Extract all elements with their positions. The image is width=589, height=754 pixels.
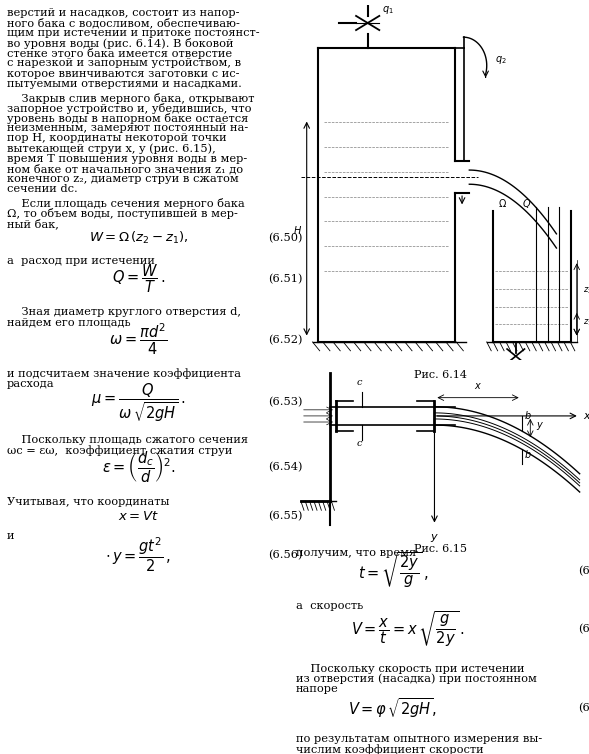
Text: $\Omega$: $\Omega$ xyxy=(498,198,507,210)
Text: верстий и насадков, состоит из напор-: верстий и насадков, состоит из напор- xyxy=(7,8,240,17)
Text: (6.56): (6.56) xyxy=(268,550,303,560)
Text: $\varphi = \dfrac{x}{2\,\sqrt{Hy}}$: $\varphi = \dfrac{x}{2\,\sqrt{Hy}}$ xyxy=(355,752,431,754)
Text: Поскольку площадь сжатого сечения: Поскольку площадь сжатого сечения xyxy=(7,435,248,445)
Text: $x$: $x$ xyxy=(474,381,482,391)
Text: которое ввинчиваются заготовки с ис-: которое ввинчиваются заготовки с ис- xyxy=(7,69,240,78)
Text: $y$: $y$ xyxy=(430,532,439,544)
Text: $q_1$: $q_1$ xyxy=(382,5,394,17)
Text: (6.58): (6.58) xyxy=(578,624,589,635)
Text: щим при истечении и притоке постоянст-: щим при истечении и притоке постоянст- xyxy=(7,28,260,38)
Text: Поскольку скорость при истечении: Поскольку скорость при истечении xyxy=(296,664,524,673)
Text: ного бака с водосливом, обеспечиваю-: ного бака с водосливом, обеспечиваю- xyxy=(7,17,240,29)
Text: $y$: $y$ xyxy=(536,420,544,432)
Text: $H$: $H$ xyxy=(293,224,303,236)
Text: а  скорость: а скорость xyxy=(296,601,363,611)
Text: $Q = \dfrac{W}{T}\,.$: $Q = \dfrac{W}{T}\,.$ xyxy=(112,262,165,295)
Text: $b$: $b$ xyxy=(524,409,532,421)
Text: получим, что время: получим, что время xyxy=(296,548,416,558)
Text: сечении dс.: сечении dс. xyxy=(7,184,78,195)
Text: $\varepsilon = \left(\dfrac{d_c}{d}\right)^2.$: $\varepsilon = \left(\dfrac{d_c}{d}\righ… xyxy=(101,449,176,485)
Text: $\cdot\, y = \dfrac{gt^2}{2}\,,$: $\cdot\, y = \dfrac{gt^2}{2}\,,$ xyxy=(105,536,171,575)
Text: Рис. 6.14: Рис. 6.14 xyxy=(414,370,466,380)
Text: пор H, координаты некоторой точки: пор H, координаты некоторой точки xyxy=(7,133,227,143)
Text: $V = \varphi\,\sqrt{2gH},$: $V = \varphi\,\sqrt{2gH},$ xyxy=(349,696,437,719)
Text: неизменным, замеряют постоянный на-: неизменным, замеряют постоянный на- xyxy=(7,124,249,133)
Text: во уровня воды (рис. 6.14). В боковой: во уровня воды (рис. 6.14). В боковой xyxy=(7,38,234,49)
Text: пытуемыми отверстиями и насадками.: пытуемыми отверстиями и насадками. xyxy=(7,79,242,89)
Text: время T повышения уровня воды в мер-: время T повышения уровня воды в мер- xyxy=(7,154,247,164)
Text: конечного z₂, диаметр струи в сжатом: конечного z₂, диаметр струи в сжатом xyxy=(7,174,239,184)
Text: $b$: $b$ xyxy=(524,449,532,460)
Text: напоре: напоре xyxy=(296,684,339,694)
Text: $V = \dfrac{x}{t} = x\,\sqrt{\dfrac{g}{2y}}\,.$: $V = \dfrac{x}{t} = x\,\sqrt{\dfrac{g}{2… xyxy=(350,610,465,649)
Text: Рис. 6.15: Рис. 6.15 xyxy=(414,544,466,553)
Text: (6.54): (6.54) xyxy=(268,462,303,472)
Text: с нарезкой и запорным устройством, в: с нарезкой и запорным устройством, в xyxy=(7,59,241,69)
Text: числим коэффициент скорости: числим коэффициент скорости xyxy=(296,744,484,754)
Text: ном баке от начального значения z₁ до: ном баке от начального значения z₁ до xyxy=(7,164,243,175)
Text: и подсчитаем значение коэффициента: и подсчитаем значение коэффициента xyxy=(7,369,241,379)
Text: $x = Vt$: $x = Vt$ xyxy=(118,510,159,523)
Text: (6.50): (6.50) xyxy=(268,233,303,243)
Text: (6.52): (6.52) xyxy=(268,335,303,345)
Text: (6.59): (6.59) xyxy=(578,703,589,713)
Text: (6.55): (6.55) xyxy=(268,511,303,521)
Text: c: c xyxy=(356,379,362,388)
Text: ωс = εω,  коэффициент сжатия струи: ωс = εω, коэффициент сжатия струи xyxy=(7,445,233,455)
Text: Если площадь сечения мерного бака: Если площадь сечения мерного бака xyxy=(7,198,245,210)
Text: Закрыв слив мерного бака, открывают: Закрыв слив мерного бака, открывают xyxy=(7,93,254,104)
Text: запорное устройство и, убедившись, что: запорное устройство и, убедившись, что xyxy=(7,103,252,114)
Text: Ω, то объем воды, поступившей в мер-: Ω, то объем воды, поступившей в мер- xyxy=(7,209,238,219)
Text: $Q$: $Q$ xyxy=(522,198,531,210)
Text: найдем его площадь: найдем его площадь xyxy=(7,317,131,327)
Text: (6.51): (6.51) xyxy=(268,274,303,284)
Text: $q_2$: $q_2$ xyxy=(495,54,507,66)
Text: ный бак,: ный бак, xyxy=(7,219,59,229)
Text: $t = \sqrt{\dfrac{2y}{g}}\,,$: $t = \sqrt{\dfrac{2y}{g}}\,,$ xyxy=(358,551,428,590)
Text: $\omega = \dfrac{\pi d^2}{4}$: $\omega = \dfrac{\pi d^2}{4}$ xyxy=(109,322,168,357)
Text: $z_1$: $z_1$ xyxy=(583,317,589,328)
Text: по результатам опытного измерения вы-: по результатам опытного измерения вы- xyxy=(296,734,542,744)
Text: из отверстия (насадка) при постоянном: из отверстия (насадка) при постоянном xyxy=(296,674,537,685)
Text: $W = \Omega\,(z_2 - z_1),$: $W = \Omega\,(z_2 - z_1),$ xyxy=(89,230,188,246)
Text: Зная диаметр круглого отверстия d,: Зная диаметр круглого отверстия d, xyxy=(7,308,241,317)
Text: Учитывая, что координаты: Учитывая, что координаты xyxy=(7,498,170,507)
Text: (6.53): (6.53) xyxy=(268,397,303,407)
Text: расхода: расхода xyxy=(7,379,55,388)
Text: стенке этого бака имеется отверстие: стенке этого бака имеется отверстие xyxy=(7,48,232,60)
Text: $x$: $x$ xyxy=(583,411,589,421)
Text: $z_2$: $z_2$ xyxy=(583,285,589,296)
Text: и: и xyxy=(7,532,15,541)
Text: вытекающей струи x, y (рис. 6.15),: вытекающей струи x, y (рис. 6.15), xyxy=(7,144,216,155)
Text: c: c xyxy=(356,440,362,449)
Text: $\mu = \dfrac{Q}{\omega\,\sqrt{2gH}}\,.$: $\mu = \dfrac{Q}{\omega\,\sqrt{2gH}}\,.$ xyxy=(91,381,186,424)
Text: а  расход при истечении: а расход при истечении xyxy=(7,256,155,266)
Text: (6.57): (6.57) xyxy=(578,566,589,576)
Text: уровень воды в напорном баке остается: уровень воды в напорном баке остается xyxy=(7,113,249,124)
